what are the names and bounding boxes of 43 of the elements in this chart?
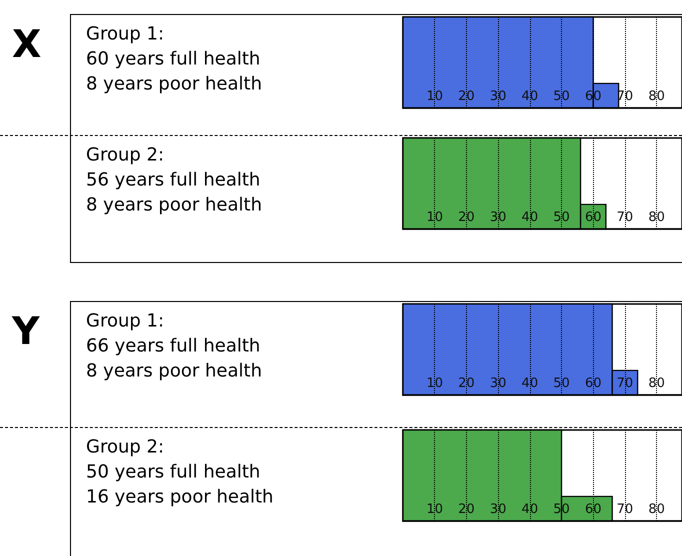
x-tick-label: 30 [490,210,506,225]
x-tick-label: 20 [458,89,475,104]
x-tick-label: 80 [648,89,665,104]
x-tick-label: 40 [522,89,538,104]
text: Group 1: [86,310,164,332]
text: 8 years poor health [86,194,262,216]
x-tick-label: 20 [458,210,475,225]
text: 66 years full health [86,336,260,356]
x-tick-label: 40 [522,210,538,225]
text: Group 2: [86,436,164,458]
x-tick-label: 20 [458,502,475,517]
x-tick-label: 20 [458,376,475,391]
x-tick-label: 30 [490,376,506,391]
x-tick-label: 30 [490,502,506,517]
x-tick-label: 40 [522,376,538,391]
x-tick-label: 70 [616,502,634,517]
text: Y [11,309,40,353]
x-tick-label: 50 [553,210,570,225]
text: Group 1: [86,24,164,44]
x-tick-label: 60 [584,210,602,225]
x-tick-label: 70 [616,376,634,391]
x-tick-label: 60 [584,502,602,517]
x-tick-label: 50 [553,89,570,104]
x-tick-label: 30 [490,89,506,104]
text: 8 years poor health [86,360,262,382]
x-tick-label: 10 [426,502,443,517]
text: Group 2: [86,144,164,166]
text: 50 years full health [86,462,260,482]
text: 16 years poor health [86,486,274,508]
text: 56 years full health [86,170,260,190]
x-tick-label: 80 [648,210,665,225]
x-tick-label: 50 [553,376,570,391]
x-tick-label: 10 [426,376,443,391]
x-tick-label: 80 [648,502,665,517]
x-tick-label: 70 [616,210,634,225]
x-tick-label: 10 [426,89,443,104]
x-tick-label: 80 [648,376,665,391]
x-tick-label: 60 [584,376,602,391]
text: 8 years poor health [86,74,262,94]
text: 60 years full health [86,48,260,70]
text: X [12,22,42,66]
x-tick-label: 40 [522,502,538,517]
x-tick-label: 10 [426,210,443,225]
